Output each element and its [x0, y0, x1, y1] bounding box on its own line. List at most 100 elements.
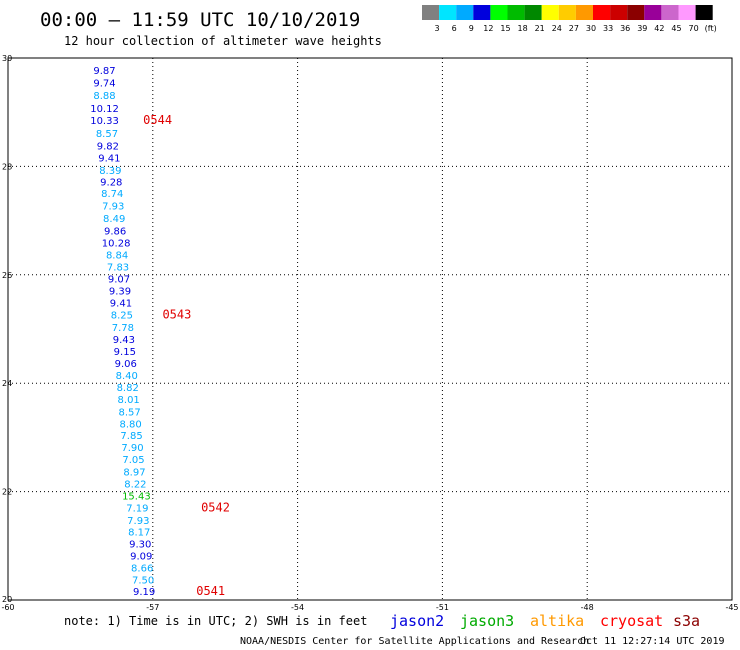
pass-time-label: 0542 — [201, 500, 230, 514]
satellite-cryosat: cryosat — [600, 612, 663, 630]
grid-lines — [8, 58, 732, 600]
x-tick-label: -45 — [725, 603, 738, 612]
legend-swatch — [695, 5, 713, 20]
wave-height-value: 8.39 — [99, 166, 121, 177]
x-tick-label: -51 — [436, 603, 449, 612]
chart-subtitle: 12 hour collection of altimeter wave hei… — [64, 34, 382, 48]
y-tick-label: 24 — [2, 379, 12, 388]
legend-swatch — [524, 5, 542, 20]
x-tick-label: -54 — [291, 603, 304, 612]
legend-label: 9 — [469, 24, 474, 33]
wave-height-value: 7.85 — [120, 431, 142, 442]
wave-height-value: 8.40 — [116, 371, 138, 382]
wave-height-value: 8.57 — [118, 407, 140, 418]
wave-height-value: 9.39 — [109, 287, 131, 298]
wave-height-value: 9.06 — [115, 359, 137, 370]
y-tick-label: 30 — [2, 54, 12, 63]
legend-label: 42 — [654, 24, 664, 33]
legend-swatch — [593, 5, 611, 20]
wave-height-value: 9.41 — [110, 298, 132, 309]
wave-height-value: 8.25 — [111, 310, 133, 321]
generated-timestamp: Oct 11 12:27:14 UTC 2019 — [580, 636, 725, 647]
legend-swatch — [661, 5, 679, 20]
y-tick-label: 22 — [2, 488, 12, 497]
wave-height-value: 7.93 — [102, 201, 124, 212]
legend-label: 39 — [637, 24, 647, 33]
wave-height-value: 8.82 — [117, 383, 139, 394]
wave-height-value: 8.84 — [106, 251, 128, 262]
x-tick-label: -57 — [146, 603, 159, 612]
wave-height-value: 8.88 — [93, 91, 115, 102]
y-tick-label: 26 — [2, 271, 12, 280]
legend-label: 21 — [535, 24, 545, 33]
x-tick-label: -48 — [581, 603, 594, 612]
wave-height-value: 8.97 — [123, 468, 145, 479]
wave-height-value: 7.78 — [112, 323, 134, 334]
wave-height-value: 10.12 — [90, 104, 119, 115]
wave-height-value: 9.86 — [104, 226, 126, 237]
legend-label: 45 — [671, 24, 681, 33]
wave-height-value: 8.17 — [128, 528, 150, 539]
wave-height-value: 9.28 — [100, 178, 122, 189]
legend-swatch — [456, 5, 474, 20]
legend-label: (ft) — [705, 24, 717, 33]
legend-swatch — [507, 5, 525, 20]
legend-swatch — [490, 5, 508, 20]
wave-height-points: 9.879.748.8810.1210.338.579.829.418.399.… — [90, 66, 155, 598]
satellite-jason2: jason2 — [390, 612, 444, 630]
x-tick-labels: -60 -57 -54 -51 -48 -45 — [1, 603, 738, 612]
color-legend: 3 6 9 12 15 18 21 24 27 30 33 36 39 42 45 70 (ft) — [422, 5, 717, 33]
wave-height-value: 9.74 — [93, 78, 115, 89]
wave-height-value: 9.19 — [133, 587, 155, 598]
legend-swatch — [439, 5, 457, 20]
wave-height-value: 9.43 — [113, 335, 135, 346]
credit-line: NOAA/NESDIS Center for Satellite Applica… — [240, 636, 589, 647]
legend-label: 36 — [620, 24, 630, 33]
plot-area: 30 28 26 24 22 20 -60 -57 -54 -51 -48 -45 9.879.74… — [1, 54, 738, 612]
wave-height-value: 8.57 — [96, 129, 118, 140]
legend-swatch — [627, 5, 645, 20]
legend-swatch — [541, 5, 559, 20]
wave-height-value: 7.19 — [126, 503, 148, 514]
legend-swatch — [558, 5, 576, 20]
legend-label: 3 — [435, 24, 440, 33]
legend-swatch — [575, 5, 593, 20]
wave-height-value: 7.05 — [122, 455, 144, 466]
legend-swatch — [678, 5, 696, 20]
units-note: note: 1) Time is in UTC; 2) SWH is in fe… — [64, 614, 367, 628]
wave-height-value: 9.30 — [129, 540, 151, 551]
wave-height-value: 7.83 — [107, 263, 129, 274]
wave-height-value: 7.50 — [132, 575, 154, 586]
legend-swatch — [473, 5, 491, 20]
satellite-s3a: s3a — [673, 612, 700, 630]
wave-height-value: 9.09 — [130, 552, 152, 563]
satellite-jason3: jason3 — [460, 612, 514, 630]
legend-swatch — [610, 5, 628, 20]
wave-height-value: 8.74 — [101, 189, 123, 200]
legend-label: 15 — [500, 24, 510, 33]
wave-height-value: 8.22 — [124, 479, 146, 490]
wave-height-value: 15.43 — [122, 491, 151, 502]
chart-title: 00:00 – 11:59 UTC 10/10/2019 — [40, 9, 360, 31]
satellite-altika: altika — [530, 612, 584, 630]
legend-label: 24 — [552, 24, 562, 33]
wave-height-value: 9.15 — [114, 347, 136, 358]
wave-height-value: 9.07 — [108, 275, 130, 286]
legend-label: 6 — [452, 24, 457, 33]
wave-height-value: 10.28 — [102, 238, 131, 249]
legend-label: 30 — [586, 24, 596, 33]
wave-height-value: 7.93 — [127, 516, 149, 527]
y-tick-labels: 30 28 26 24 22 20 — [2, 54, 12, 604]
legend-label: 70 — [689, 24, 699, 33]
y-tick-label: 28 — [2, 162, 12, 171]
legend-swatch — [644, 5, 662, 20]
pass-time-label: 0543 — [162, 307, 191, 321]
y-tick-label: 20 — [2, 595, 12, 604]
legend-label: 12 — [483, 24, 493, 33]
plot-border — [7, 57, 733, 601]
wave-height-value: 9.87 — [93, 66, 115, 77]
wave-height-value: 8.80 — [119, 419, 141, 430]
wave-height-value: 7.90 — [121, 443, 143, 454]
wave-height-value: 10.33 — [90, 116, 119, 127]
